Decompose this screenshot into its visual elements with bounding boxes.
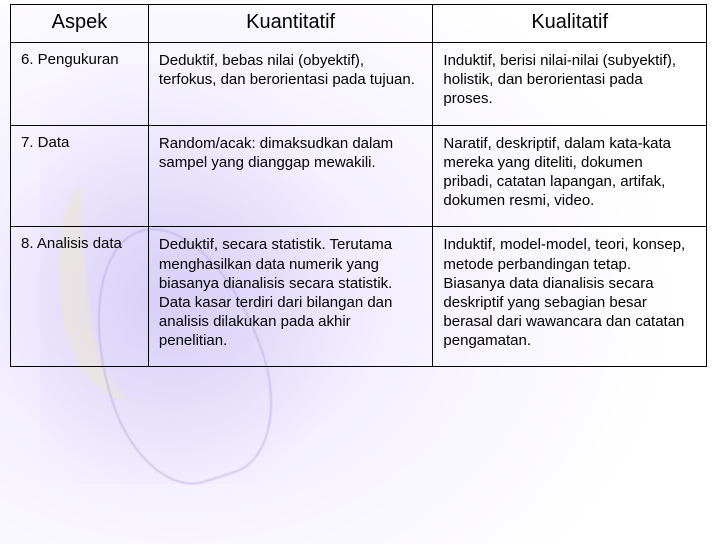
cell-kuantitatif: Random/acak: dimaksudkan dalam sampel ya… <box>148 125 433 227</box>
slide-background: { "table": { "columns": ["Aspek", "Kuant… <box>0 4 720 544</box>
cell-aspek: 8. Analisis data <box>11 227 149 367</box>
table-row: 6. Pengukuran Deduktif, bebas nilai (oby… <box>11 43 707 126</box>
table-row: 8. Analisis data Deduktif, secara statis… <box>11 227 707 367</box>
col-header-kualitatif: Kualitatif <box>433 5 707 43</box>
cell-aspek: 7. Data <box>11 125 149 227</box>
cell-kuantitatif: Deduktif, bebas nilai (obyektif), terfok… <box>148 43 433 126</box>
cell-kualitatif: Induktif, berisi nilai-nilai (subyektif)… <box>433 43 707 126</box>
table-row: 7. Data Random/acak: dimaksudkan dalam s… <box>11 125 707 227</box>
cell-kuantitatif: Deduktif, secara statistik. Terutama men… <box>148 227 433 367</box>
cell-aspek: 6. Pengukuran <box>11 43 149 126</box>
cell-kualitatif: Induktif, model-model, teori, konsep, me… <box>433 227 707 367</box>
col-header-aspek: Aspek <box>11 5 149 43</box>
col-header-kuantitatif: Kuantitatif <box>148 5 433 43</box>
comparison-table: Aspek Kuantitatif Kualitatif 6. Pengukur… <box>10 4 707 367</box>
table-header-row: Aspek Kuantitatif Kualitatif <box>11 5 707 43</box>
cell-kualitatif: Naratif, deskriptif, dalam kata-kata mer… <box>433 125 707 227</box>
